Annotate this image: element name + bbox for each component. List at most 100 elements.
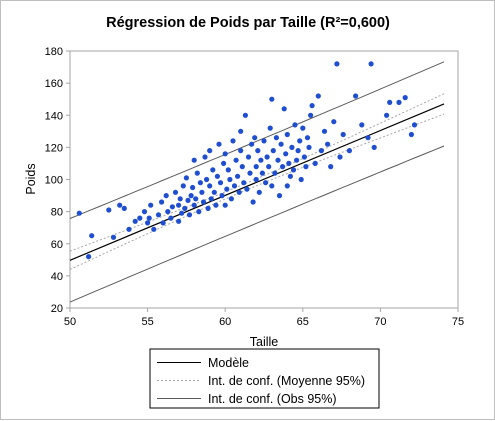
data-point xyxy=(267,125,273,131)
data-point xyxy=(202,154,208,160)
data-point xyxy=(280,164,286,170)
x-tick-label: 75 xyxy=(452,316,464,328)
data-point xyxy=(176,218,182,224)
data-point xyxy=(219,193,225,199)
data-point xyxy=(200,199,207,205)
data-point xyxy=(235,173,241,179)
data-point xyxy=(244,186,250,192)
data-point xyxy=(264,154,270,160)
data-point xyxy=(245,154,252,160)
data-point xyxy=(252,135,258,141)
data-point xyxy=(411,122,418,128)
data-point xyxy=(205,205,211,211)
model-line xyxy=(69,103,445,261)
data-point xyxy=(297,138,303,144)
data-point xyxy=(185,197,191,203)
data-point xyxy=(290,167,297,173)
data-point xyxy=(387,99,393,105)
data-point xyxy=(253,164,259,170)
legend-label-model: Modèle xyxy=(208,356,249,370)
data-point xyxy=(169,204,175,210)
data-point xyxy=(160,220,166,226)
data-point xyxy=(216,141,222,147)
data-point xyxy=(137,215,143,221)
data-point xyxy=(172,189,179,195)
data-point xyxy=(165,209,171,215)
data-point xyxy=(126,226,132,232)
data-point xyxy=(359,122,365,128)
data-point xyxy=(263,180,269,186)
chart-title: Régression de Poids par Taille (R²=0,600… xyxy=(106,15,390,31)
data-point xyxy=(106,207,112,213)
y-tick-label: 80 xyxy=(51,207,63,219)
data-point xyxy=(266,164,272,170)
data-point xyxy=(146,215,152,221)
data-point xyxy=(190,184,196,191)
data-point xyxy=(249,141,255,147)
data-point xyxy=(283,151,289,157)
data-point xyxy=(241,180,247,186)
data-point xyxy=(222,151,228,157)
data-point xyxy=(275,157,281,163)
y-tick-label: 20 xyxy=(51,303,63,315)
data-point xyxy=(353,93,359,99)
data-point xyxy=(76,210,82,216)
data-point xyxy=(159,199,165,205)
data-point xyxy=(221,160,227,166)
legend-label-ci-mean: Int. de conf. (Moyenne 95%) xyxy=(208,374,365,388)
data-point xyxy=(408,131,414,138)
data-point xyxy=(222,202,228,208)
data-point xyxy=(289,144,295,150)
data-point xyxy=(315,93,321,99)
data-point xyxy=(145,220,151,226)
data-point xyxy=(227,176,233,183)
data-point xyxy=(117,202,123,208)
data-point xyxy=(250,199,256,205)
data-point xyxy=(188,193,194,199)
data-point xyxy=(141,209,148,215)
data-point xyxy=(301,154,307,160)
data-point xyxy=(384,112,390,118)
data-point xyxy=(179,210,185,216)
data-point xyxy=(155,212,162,218)
data-point xyxy=(177,196,183,202)
data-point xyxy=(281,106,287,112)
data-point xyxy=(331,119,337,125)
data-point xyxy=(304,135,311,141)
data-point xyxy=(194,170,200,176)
data-point xyxy=(242,112,248,118)
y-axis-label: Poids xyxy=(24,163,38,194)
data-point xyxy=(89,233,95,239)
data-point xyxy=(217,180,224,186)
data-point xyxy=(255,148,261,154)
data-point xyxy=(402,95,408,101)
data-point xyxy=(208,196,214,202)
data-point xyxy=(253,176,259,183)
x-tick-label: 70 xyxy=(374,316,386,328)
data-point xyxy=(306,144,312,150)
data-point xyxy=(191,157,197,163)
ci-mean-lower-line xyxy=(69,113,445,270)
data-point xyxy=(121,205,127,211)
data-point xyxy=(197,180,203,186)
data-point xyxy=(284,183,290,189)
y-tick-label: 40 xyxy=(51,271,63,283)
legend: Modèle Int. de conf. (Moyenne 95%) Int. … xyxy=(149,348,380,409)
data-point xyxy=(168,215,174,221)
data-point xyxy=(256,189,262,195)
data-point xyxy=(180,183,186,189)
data-point xyxy=(396,99,402,105)
data-point xyxy=(176,202,182,208)
data-point xyxy=(163,193,169,199)
data-point xyxy=(278,141,284,147)
data-point xyxy=(371,144,377,150)
data-point xyxy=(238,128,244,134)
data-point xyxy=(210,167,216,173)
x-tick-label: 65 xyxy=(297,316,309,328)
x-tick-label: 60 xyxy=(219,316,231,328)
data-point xyxy=(236,189,242,195)
data-point xyxy=(365,135,371,141)
ci-obs-lower-line xyxy=(69,145,445,303)
data-point xyxy=(259,170,265,176)
